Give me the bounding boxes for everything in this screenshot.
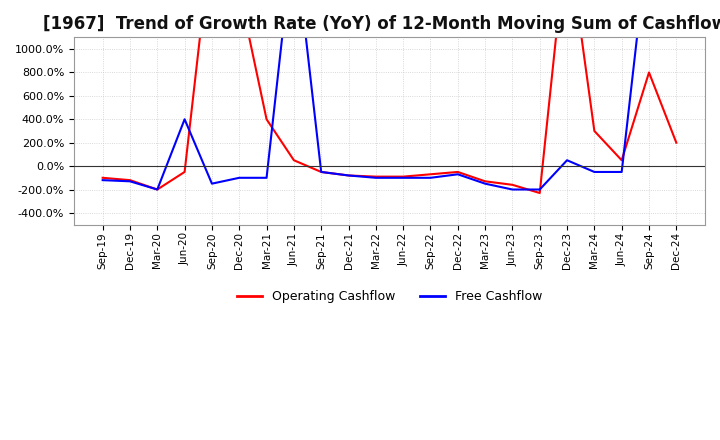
Title: [1967]  Trend of Growth Rate (YoY) of 12-Month Moving Sum of Cashflows: [1967] Trend of Growth Rate (YoY) of 12-…: [42, 15, 720, 33]
Free Cashflow: [536, 187, 544, 192]
Operating Cashflow: [672, 140, 680, 145]
Operating Cashflow: [481, 179, 490, 184]
Line: Operating Cashflow: Operating Cashflow: [103, 0, 676, 193]
Free Cashflow: [153, 187, 161, 192]
Free Cashflow: [207, 181, 216, 186]
Free Cashflow: [235, 175, 243, 180]
Operating Cashflow: [644, 70, 653, 75]
Legend: Operating Cashflow, Free Cashflow: Operating Cashflow, Free Cashflow: [232, 285, 547, 308]
Free Cashflow: [590, 169, 599, 175]
Operating Cashflow: [426, 172, 435, 177]
Free Cashflow: [317, 169, 325, 175]
Free Cashflow: [454, 172, 462, 177]
Operating Cashflow: [180, 169, 189, 175]
Line: Free Cashflow: Free Cashflow: [103, 0, 649, 190]
Operating Cashflow: [536, 191, 544, 196]
Operating Cashflow: [317, 169, 325, 175]
Operating Cashflow: [372, 174, 380, 179]
Free Cashflow: [344, 173, 353, 178]
Operating Cashflow: [617, 158, 626, 163]
Free Cashflow: [617, 169, 626, 175]
Operating Cashflow: [153, 187, 161, 192]
Free Cashflow: [180, 117, 189, 122]
Free Cashflow: [372, 175, 380, 180]
Operating Cashflow: [590, 128, 599, 134]
Free Cashflow: [399, 175, 408, 180]
Free Cashflow: [126, 179, 135, 184]
Free Cashflow: [262, 175, 271, 180]
Operating Cashflow: [99, 175, 107, 180]
Operating Cashflow: [508, 182, 517, 187]
Operating Cashflow: [399, 174, 408, 179]
Operating Cashflow: [262, 117, 271, 122]
Free Cashflow: [99, 177, 107, 183]
Free Cashflow: [426, 175, 435, 180]
Free Cashflow: [481, 181, 490, 186]
Operating Cashflow: [454, 169, 462, 175]
Operating Cashflow: [289, 158, 298, 163]
Operating Cashflow: [344, 173, 353, 178]
Free Cashflow: [563, 158, 572, 163]
Operating Cashflow: [126, 177, 135, 183]
Free Cashflow: [508, 187, 517, 192]
